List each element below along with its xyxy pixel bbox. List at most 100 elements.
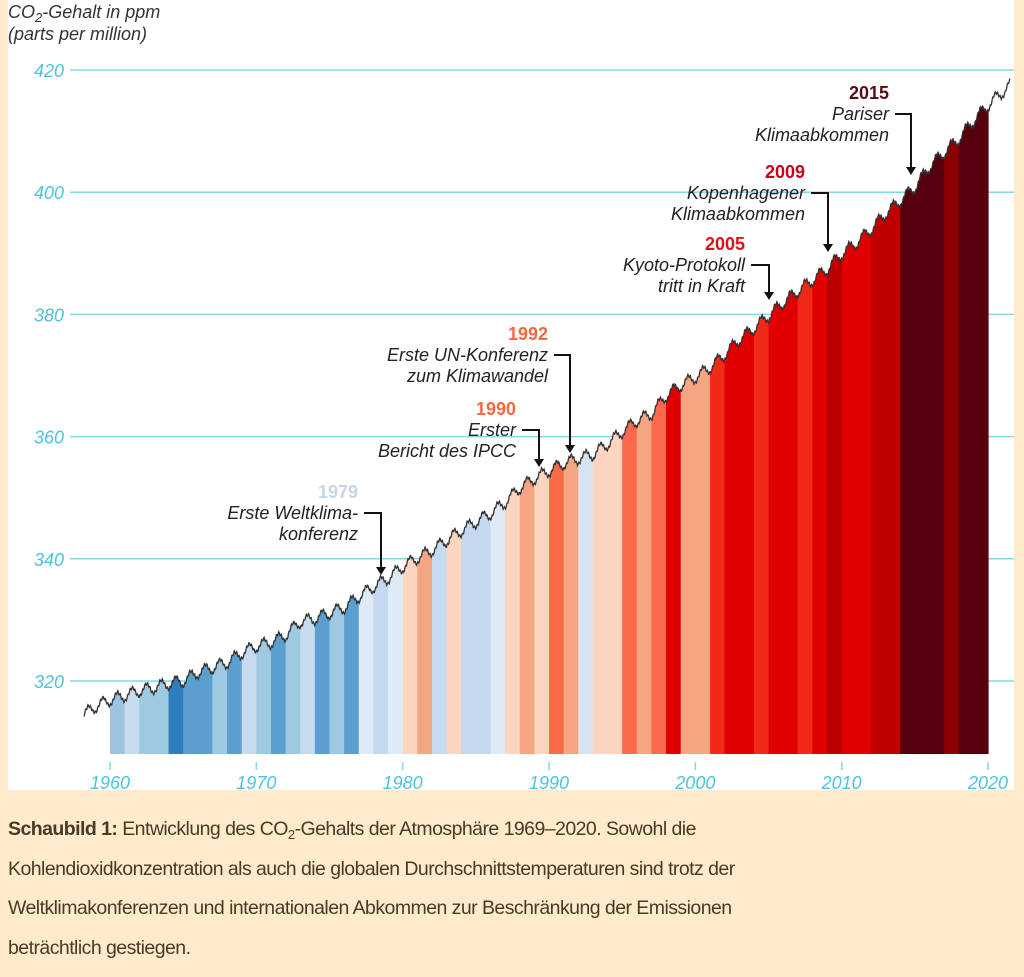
stripe-1995 [622,78,638,754]
stripe-1963 [153,78,170,754]
x-tick-label: 1990 [529,773,569,793]
arrow-head-icon [565,445,575,453]
stripe-1982 [431,78,448,754]
stripe-1971 [270,78,287,754]
annotation-text: konferenz [279,524,358,544]
stripe-1984 [461,78,477,754]
stripe-2003 [739,78,755,754]
stripe-1992 [578,78,594,754]
stripe-1988 [519,78,535,754]
y-tick-label: 360 [34,428,64,448]
stripe-1989 [534,78,550,754]
annotation-text: Erster [468,420,517,440]
arrow-head-icon [376,567,386,575]
y-tick-label: 420 [34,61,64,81]
stripe-1994 [607,78,623,754]
stripe-2012 [870,78,887,754]
stripe-1960 [110,78,126,754]
caption-line: Weltklimakonferenzen und internationalen… [8,897,732,919]
arrow-head-icon [534,459,544,467]
stripe-2016 [929,78,945,754]
stripe-1978 [373,78,389,754]
stripe-1997 [651,78,667,754]
annotation-text: Erste Weltklima- [227,503,358,523]
stripe-1981 [417,78,433,754]
arrow-line [364,512,382,568]
arrow-line [751,264,770,293]
annotation-year: 2005 [705,234,745,254]
stripe-2002 [724,78,740,754]
stripe-2014 [900,78,916,754]
annotation-text: Erste UN-Konferenz [387,345,548,365]
x-tick-label: 1980 [383,773,423,793]
stripe-2008 [812,78,828,754]
arrow-line [522,429,540,460]
y-tick-label: 400 [34,183,64,203]
y-tick-label: 320 [34,672,64,692]
annotation-text: zum Klimawandel [406,366,549,386]
stripe-2017 [944,78,960,754]
stripe-1996 [636,78,653,754]
annotation-text: Kyoto-Protokoll [623,255,746,275]
stripe-2010 [841,78,857,754]
x-tick-label: 2010 [821,773,862,793]
stripe-1998 [666,78,682,754]
warming-stripes [110,78,989,754]
stripe-2015 [914,78,931,754]
annotation-text: Klimaabkommen [755,125,889,145]
y-axis-subtitle: (parts per million) [8,24,148,44]
annotation-year: 2009 [765,162,805,182]
stripe-2009 [827,78,843,754]
caption-label: Schaubild 1: [8,818,118,840]
stripe-1965 [183,78,199,754]
x-tick-label: 2020 [967,773,1008,793]
stripe-1972 [285,78,301,754]
y-tick-label: 380 [34,305,64,325]
annotation-year: 1990 [476,399,516,419]
stripe-1993 [592,78,609,754]
stripe-1977 [358,78,374,754]
annotation-text: Bericht des IPCC [378,441,517,461]
stripe-1964 [168,78,184,754]
x-tick-label: 1970 [236,773,276,793]
stripe-1973 [300,78,316,754]
caption-line: beträchtlich gestiegen. [8,936,191,959]
stripe-1968 [227,78,243,754]
x-tick-label: 2000 [674,773,715,793]
stripe-1962 [139,78,155,754]
stripe-1967 [212,78,228,754]
stripe-1975 [329,78,345,754]
stripe-1979 [388,78,404,754]
y-tick-label: 340 [34,550,64,570]
annotation-year: 1992 [508,324,548,344]
figure-caption: Schaubild 1: Entwicklung des CO2-Gehalts… [8,810,1018,968]
stripe-2000 [695,78,711,754]
stripe-1974 [314,78,331,754]
arrow-line [895,113,912,168]
stripe-2011 [856,78,872,754]
stripe-1983 [446,78,462,754]
stripe-1961 [124,78,140,754]
annotation-text: Pariser [832,104,890,124]
annotation-year: 1979 [318,482,358,502]
stripe-1966 [197,78,214,754]
stripe-2013 [885,78,901,754]
stripe-1999 [680,78,696,754]
stripe-1980 [402,78,418,754]
stripe-1990 [549,78,565,754]
stripe-2001 [709,78,726,754]
co2-chart: 320 340 360 380 400 420 1960 1970 1980 1990 2000 20… [34,61,1014,793]
arrow-head-icon [823,244,833,252]
arrow-line [554,354,571,446]
arrow-head-icon [764,292,774,300]
stripe-1976 [344,78,360,754]
annotation-text: tritt in Kraft [658,276,746,296]
stripe-1991 [563,78,579,754]
co2-line [83,78,1011,717]
annotation-text: Klimaabkommen [671,204,805,224]
